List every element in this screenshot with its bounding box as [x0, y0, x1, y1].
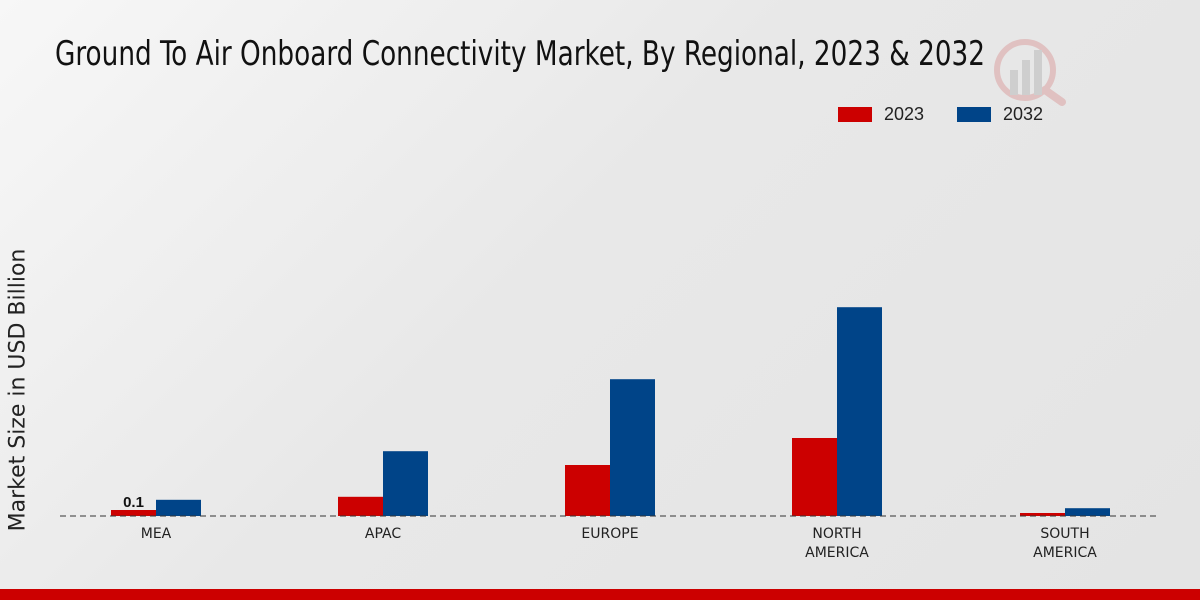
- bar-2023-north-america: [792, 438, 837, 516]
- x-tick-label: EUROPE: [581, 526, 638, 542]
- legend-label-2023: 2023: [884, 104, 925, 124]
- legend-item-2023: 2023: [838, 104, 924, 125]
- bar-2023-south-america: [1020, 513, 1065, 516]
- bar-2032-apac: [383, 451, 428, 516]
- bar-2023-apac: [338, 496, 383, 516]
- chart-title: Ground To Air Onboard Connectivity Marke…: [55, 34, 986, 74]
- bar-2023-mea: [111, 510, 156, 516]
- legend-label-2032: 2032: [1003, 104, 1044, 124]
- x-tick-label: AMERICA: [805, 545, 869, 561]
- x-tick-label: APAC: [365, 526, 401, 542]
- x-tick-label: SOUTH: [1040, 526, 1089, 542]
- watermark-logo-icon: [994, 39, 1066, 106]
- bar-2032-europe: [610, 379, 655, 516]
- legend-item-2032: 2032: [957, 104, 1043, 125]
- legend-swatch-2032: [957, 107, 991, 122]
- x-tick-label: NORTH: [812, 526, 861, 542]
- data-label: 0.1: [123, 494, 144, 511]
- bar-2032-mea: [156, 499, 201, 516]
- x-tick-label: MEA: [141, 526, 172, 542]
- x-tick-label: AMERICA: [1033, 545, 1097, 561]
- bar-2023-europe: [565, 465, 610, 516]
- bar-2032-south-america: [1065, 508, 1110, 516]
- bar-2032-north-america: [837, 307, 882, 516]
- legend-swatch-2023: [838, 107, 872, 122]
- footer-accent-bar: [0, 589, 1200, 600]
